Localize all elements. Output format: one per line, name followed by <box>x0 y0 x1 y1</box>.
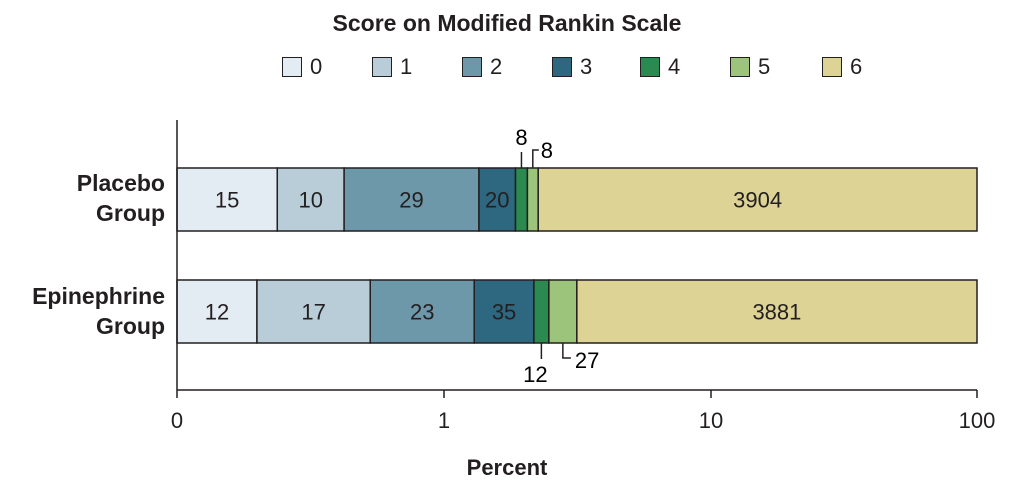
callout-line-placebo-score-5 <box>532 149 539 168</box>
legend-swatch-6 <box>822 57 842 77</box>
legend-label-4: 4 <box>668 54 681 79</box>
bar-placebo-score-5 <box>526 167 539 232</box>
row-label-placebo-line2: Group <box>96 200 165 226</box>
bar-label-epinephrine-score-2: 23 <box>410 300 434 325</box>
bar-label-placebo-score-6: 3904 <box>733 188 782 213</box>
bar-placebo-score-3 <box>478 167 517 232</box>
legend-swatch-5 <box>730 57 750 77</box>
legend-swatch-0 <box>282 57 302 77</box>
callout-line-epinephrine-score-5 <box>562 343 571 359</box>
bar-label-placebo-score-1: 10 <box>298 188 322 213</box>
legend-label-6: 6 <box>850 54 863 79</box>
legend-item-1: 1 <box>372 54 412 80</box>
bar-placebo-score-1 <box>276 167 345 232</box>
bar-label-epinephrine-score-3: 35 <box>492 300 516 325</box>
bar-placebo-score-2 <box>343 167 480 232</box>
x-axis-title: Percent <box>466 455 548 480</box>
row-label-epinephrine-line1: Epinephrine <box>32 283 165 309</box>
bar-epinephrine-score-5 <box>548 279 578 344</box>
callout-label-placebo-score-4: 8 <box>515 125 527 150</box>
callout-label-epinephrine-score-5: 27 <box>575 348 599 373</box>
bar-epinephrine-score-4 <box>533 279 550 344</box>
legend-label-0: 0 <box>310 54 323 79</box>
bar-label-placebo-score-2: 29 <box>399 188 423 213</box>
legend-item-4: 4 <box>640 54 680 80</box>
bar-label-epinephrine-score-1: 17 <box>301 300 325 325</box>
legend-label-1: 1 <box>400 54 413 79</box>
legend-swatch-1 <box>372 57 392 77</box>
legend-item-2: 2 <box>462 54 502 80</box>
bar-epinephrine-score-6 <box>576 279 978 344</box>
row-label-placebo-line1: Placebo <box>76 170 165 196</box>
legend-label-2: 2 <box>490 54 503 79</box>
bar-epinephrine-score-3 <box>473 279 535 344</box>
bar-label-placebo-score-0: 15 <box>215 188 239 213</box>
bar-epinephrine-score-1 <box>256 279 371 344</box>
legend-swatch-4 <box>640 57 660 77</box>
bar-label-epinephrine-score-6: 3881 <box>752 300 801 325</box>
legend-label-3: 3 <box>580 54 593 79</box>
legend-item-3: 3 <box>552 54 592 80</box>
bar-placebo-score-6 <box>537 167 978 232</box>
legend-item-5: 5 <box>730 54 770 80</box>
bar-epinephrine-score-2 <box>369 279 475 344</box>
x-tick-label-1: 1 <box>438 408 450 433</box>
x-tick-label-100: 100 <box>959 408 996 433</box>
bar-label-epinephrine-score-0: 12 <box>205 300 229 325</box>
callout-label-epinephrine-score-4: 12 <box>523 362 547 387</box>
row-label-placebo: Placebo Group <box>0 168 165 228</box>
bar-placebo-score-4 <box>514 167 529 232</box>
legend-swatch-2 <box>462 57 482 77</box>
bar-label-placebo-score-3: 20 <box>485 188 509 213</box>
legend: 0 1 2 3 4 5 6 <box>282 54 902 82</box>
legend-label-5: 5 <box>758 54 771 79</box>
bar-epinephrine-score-0 <box>176 279 258 344</box>
row-label-epinephrine-line2: Group <box>96 313 165 339</box>
x-tick-label-0: 0 <box>171 408 183 433</box>
legend-item-0: 0 <box>282 54 322 80</box>
legend-item-6: 6 <box>822 54 862 80</box>
x-tick-label-10: 10 <box>699 408 723 433</box>
bar-placebo-score-0 <box>176 167 279 232</box>
row-label-epinephrine: Epinephrine Group <box>0 281 165 341</box>
callout-label-placebo-score-5: 8 <box>541 138 553 163</box>
legend-swatch-3 <box>552 57 572 77</box>
legend-title: Score on Modified Rankin Scale <box>332 10 682 36</box>
